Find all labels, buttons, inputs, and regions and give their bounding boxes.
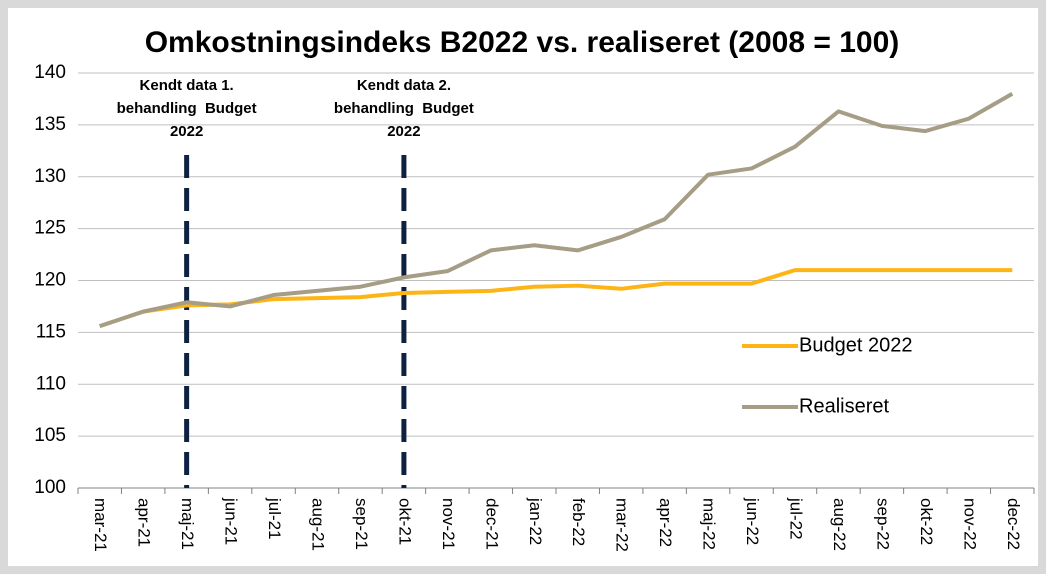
x-tick-label: okt-22 — [917, 498, 936, 545]
annotation: behandling Budget — [117, 100, 257, 117]
x-tick-label: okt-21 — [395, 498, 414, 545]
x-tick-label: mar-22 — [613, 498, 632, 552]
y-tick-label: 120 — [34, 270, 66, 291]
x-tick-label: jun-21 — [222, 497, 241, 545]
y-tick-label: 100 — [34, 477, 66, 498]
x-tick-label: apr-22 — [656, 498, 675, 547]
x-tick-label: dec-21 — [482, 498, 501, 550]
annotation: Kendt data 1. — [140, 77, 234, 94]
x-tick-label: mar-21 — [91, 498, 110, 552]
x-tick-label: feb-22 — [569, 498, 588, 546]
annotation: behandling Budget — [334, 100, 474, 117]
x-tick-label: dec-22 — [1004, 498, 1023, 550]
annotation: Kendt data 2. — [357, 77, 451, 94]
annotation: 2022 — [170, 123, 203, 140]
x-tick-label: nov-22 — [960, 498, 979, 550]
chart-title: Omkostningsindeks B2022 vs. realiseret (… — [145, 26, 900, 59]
x-tick-label: jul-21 — [265, 497, 284, 540]
annotation: 2022 — [387, 123, 420, 140]
x-tick-label: aug-21 — [309, 498, 328, 551]
x-tick-label: maj-22 — [700, 498, 719, 550]
x-tick-label: sep-22 — [873, 498, 892, 550]
legend-label: Budget 2022 — [799, 334, 912, 356]
y-tick-label: 135 — [34, 114, 66, 135]
y-tick-label: 105 — [34, 425, 66, 446]
x-tick-label: apr-21 — [135, 498, 154, 547]
y-tick-label: 110 — [36, 373, 66, 394]
x-tick-label: jun-22 — [743, 497, 762, 545]
y-tick-label: 115 — [36, 321, 66, 342]
x-tick-label: maj-21 — [178, 498, 197, 550]
y-tick-label: 130 — [34, 166, 66, 187]
y-tick-label: 125 — [34, 218, 66, 239]
line-series — [99, 92, 1014, 329]
y-tick-label: 140 — [34, 62, 66, 83]
legend-label: Realiseret — [799, 395, 889, 417]
x-tick-label: nov-21 — [439, 498, 458, 550]
x-tick-label: jan-22 — [526, 497, 545, 545]
x-tick-label: sep-21 — [352, 498, 371, 550]
x-tick-label: aug-22 — [830, 498, 849, 551]
x-tick-label: jul-22 — [787, 497, 806, 540]
